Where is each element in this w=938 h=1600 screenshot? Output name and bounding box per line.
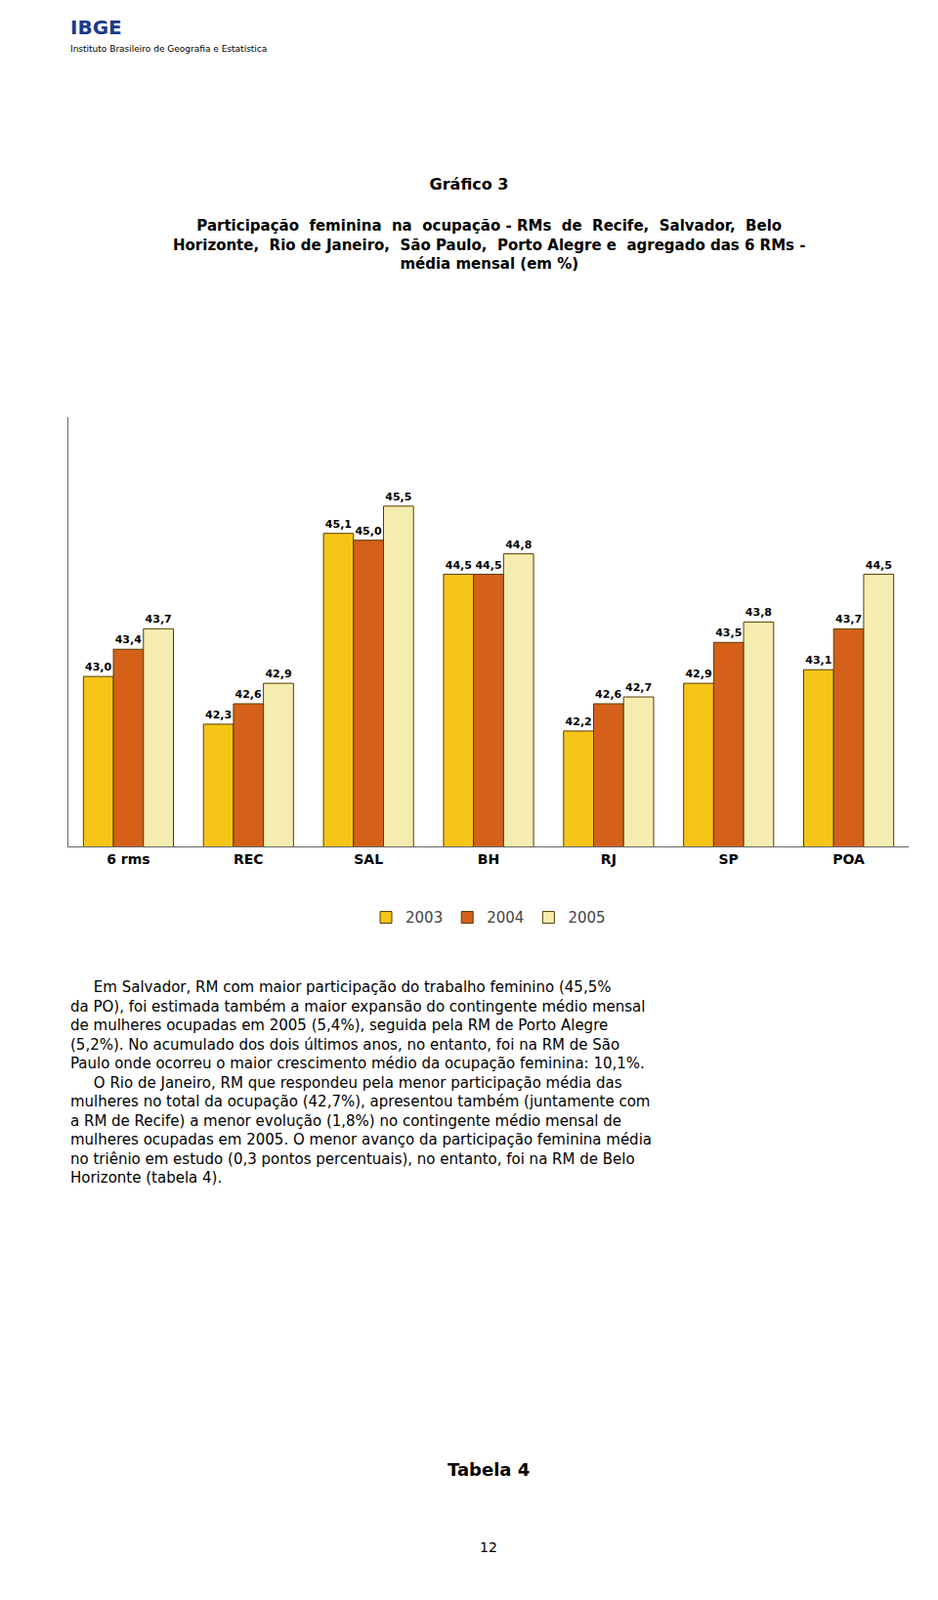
svg-text:BH: BH bbox=[477, 851, 500, 867]
svg-text:44,5: 44,5 bbox=[865, 558, 893, 572]
svg-text:12: 12 bbox=[479, 1538, 498, 1555]
svg-text:Instituto Brasileiro de Geogra: Instituto Brasileiro de Geografia e Esta… bbox=[70, 43, 267, 54]
svg-text:43,1: 43,1 bbox=[805, 653, 832, 667]
svg-text:IBGE: IBGE bbox=[70, 15, 123, 40]
svg-text:Participação feminina na oc: Participação feminina na ocupação - RMs … bbox=[172, 216, 806, 273]
svg-text:43,7: 43,7 bbox=[835, 612, 862, 626]
svg-text:SAL: SAL bbox=[353, 851, 384, 867]
svg-text:45,0: 45,0 bbox=[354, 524, 382, 538]
svg-text:43,7: 43,7 bbox=[145, 612, 172, 626]
svg-text:43,5: 43,5 bbox=[715, 626, 742, 640]
svg-text:Gráfico 3: Gráfico 3 bbox=[429, 174, 510, 194]
svg-text:42,6: 42,6 bbox=[595, 687, 622, 701]
svg-text:42,3: 42,3 bbox=[205, 708, 232, 722]
svg-text:42,6: 42,6 bbox=[235, 687, 262, 701]
svg-text:RJ: RJ bbox=[600, 851, 617, 867]
svg-text:POA: POA bbox=[832, 851, 865, 867]
svg-text:Tabela 4: Tabela 4 bbox=[447, 1458, 530, 1480]
svg-text:44,8: 44,8 bbox=[505, 538, 532, 552]
svg-text:44,5: 44,5 bbox=[445, 558, 472, 572]
svg-text:44,5: 44,5 bbox=[474, 558, 502, 572]
svg-text:SP: SP bbox=[719, 851, 739, 867]
svg-text:43,4: 43,4 bbox=[115, 633, 142, 646]
svg-text:43,0: 43,0 bbox=[85, 660, 112, 674]
svg-text:45,5: 45,5 bbox=[384, 490, 412, 504]
svg-text:REC: REC bbox=[233, 851, 264, 867]
svg-text:Em Salvador, RM com maior part: Em Salvador, RM com maior participação d… bbox=[70, 978, 652, 1187]
svg-text:2003: 2003 bbox=[405, 908, 443, 927]
svg-text:6 rms: 6 rms bbox=[106, 851, 150, 867]
svg-text:43,8: 43,8 bbox=[745, 605, 772, 619]
svg-text:42,2: 42,2 bbox=[565, 715, 593, 728]
svg-text:2004: 2004 bbox=[486, 908, 524, 927]
svg-text:45,1: 45,1 bbox=[325, 517, 352, 531]
svg-text:2005: 2005 bbox=[567, 908, 605, 927]
svg-text:42,7: 42,7 bbox=[625, 681, 652, 694]
svg-text:42,9: 42,9 bbox=[684, 667, 712, 681]
svg-text:42,9: 42,9 bbox=[264, 667, 292, 681]
